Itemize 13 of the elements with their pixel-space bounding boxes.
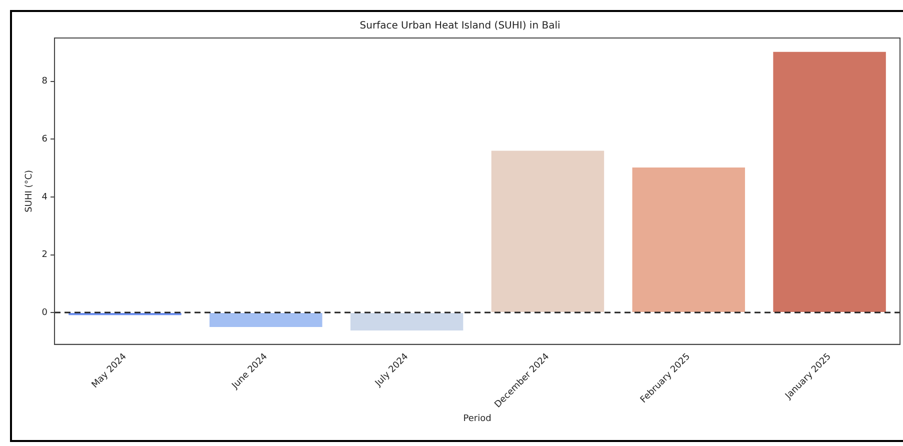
chart-title: Surface Urban Heat Island (SUHI) in Bali (360, 20, 560, 32)
y-tick-label: 8 (42, 76, 48, 87)
y-tick-label: 0 (42, 308, 48, 318)
bar (210, 313, 322, 328)
bar (773, 52, 886, 312)
bar (491, 150, 604, 312)
x-axis-title: Period (463, 414, 492, 424)
y-tick-label: 6 (42, 134, 48, 144)
bar (350, 313, 464, 330)
y-tick-label: 2 (42, 250, 48, 260)
bar (632, 167, 745, 312)
y-axis-title: SUHI (°C) (24, 170, 35, 212)
y-tick-label: 4 (42, 192, 48, 202)
